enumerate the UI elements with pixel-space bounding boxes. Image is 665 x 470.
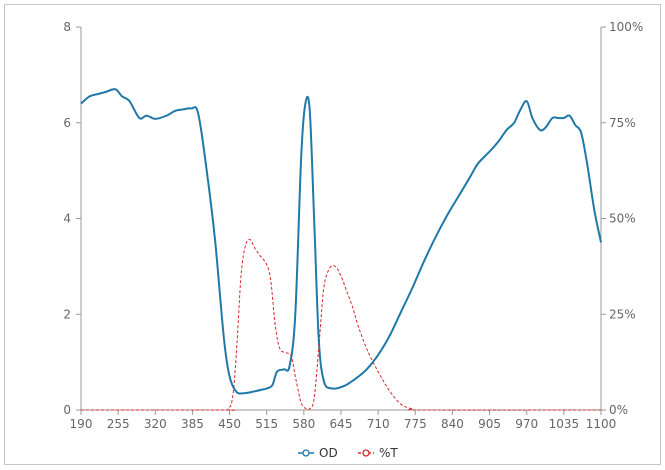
x-tick-label: 580 — [292, 417, 315, 431]
x-tick-label: 645 — [330, 417, 353, 431]
y-right-tick-label: 25% — [609, 307, 636, 321]
y-left-tick-label: 6 — [63, 116, 71, 130]
x-tick-label: 710 — [367, 417, 390, 431]
series-line-od — [80, 88, 602, 395]
x-tick-label: 1035 — [549, 417, 580, 431]
series-layer — [80, 88, 602, 411]
series-line-percent-t — [80, 238, 602, 411]
y-right-tick-label: 50% — [609, 212, 636, 226]
x-tick-label: 255 — [107, 417, 130, 431]
legend-marker-icon — [302, 449, 310, 457]
x-tick-label: 190 — [70, 417, 93, 431]
y-right-tick-label: 0% — [609, 403, 628, 417]
legend-item-od[interactable]: OD — [298, 446, 338, 460]
x-tick-label: 1100 — [586, 417, 617, 431]
y-left-tick-label: 8 — [63, 20, 71, 34]
y-left-tick-label: 0 — [63, 403, 71, 417]
legend-marker-icon — [362, 449, 370, 457]
chart-frame: 0 2 4 6 8 0% 25% 50% 75% 100% 190 255 320 385 450 515 58… — [4, 4, 661, 465]
legend-label: OD — [319, 446, 338, 460]
legend[interactable]: OD %T — [298, 446, 398, 460]
y-right-tick-label: 75% — [609, 116, 636, 130]
x-tick-label: 450 — [218, 417, 241, 431]
x-tick-label: 970 — [515, 417, 538, 431]
x-tick-label: 775 — [404, 417, 427, 431]
legend-item-percent-t[interactable]: %T — [358, 446, 398, 460]
y-left-tick-label: 4 — [63, 212, 71, 226]
line-chart: 0 2 4 6 8 0% 25% 50% 75% 100% 190 255 320 385 450 515 58… — [63, 20, 643, 460]
x-tick-label: 905 — [478, 417, 501, 431]
x-tick-label: 320 — [144, 417, 167, 431]
legend-label: %T — [379, 446, 398, 460]
y-left-tick-label: 2 — [63, 307, 71, 321]
axes: 0 2 4 6 8 0% 25% 50% 75% 100% 190 255 320 385 450 515 58… — [63, 20, 643, 431]
x-tick-label: 515 — [255, 417, 278, 431]
x-tick-label: 840 — [441, 417, 464, 431]
x-tick-label: 385 — [181, 417, 204, 431]
y-right-tick-label: 100% — [609, 20, 643, 34]
